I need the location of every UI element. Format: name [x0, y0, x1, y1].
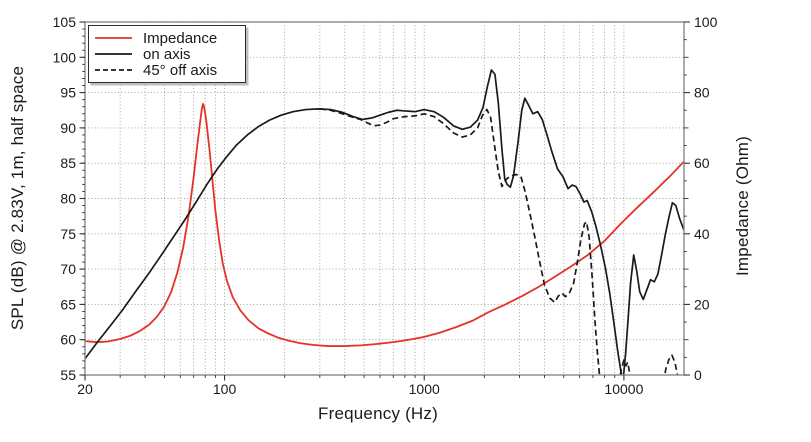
curves [85, 69, 684, 375]
off-axis-curve [319, 107, 679, 375]
impedance-curve [85, 103, 684, 347]
tick-labels: 20 100 1000 10000 55 60 65 70 75 80 85 90 95 100 105 0 2… [53, 14, 718, 397]
y-left-tick-label: 90 [60, 120, 76, 136]
x-axis-title: Frequency (Hz) [318, 404, 438, 423]
y-left-tick-label: 100 [53, 49, 77, 65]
y-right-tick-label: 40 [694, 226, 710, 242]
y-left-tick-label: 105 [53, 14, 77, 30]
legend-item-off-axis: 45° off axis [95, 62, 239, 78]
y-right-tick-label: 80 [694, 85, 710, 101]
y-left-tick-label: 75 [60, 226, 76, 242]
y-left-tick-label: 55 [60, 367, 76, 383]
legend-label-impedance: Impedance [143, 29, 218, 47]
y-left-tick-label: 85 [60, 155, 76, 171]
y-axis-left-title: SPL (dB) @ 2.83V, 1m, half space [8, 65, 27, 331]
x-tick-label: 1000 [409, 381, 440, 397]
legend-label-off-axis: 45° off axis [143, 61, 218, 79]
legend-item-impedance: Impedance [95, 30, 239, 46]
y-right-tick-label: 100 [694, 14, 718, 30]
on-axis-curve [85, 69, 684, 375]
x-tick-label: 100 [213, 381, 237, 397]
y-right-tick-label: 0 [694, 367, 702, 383]
impedance-line-sample [95, 37, 132, 39]
legend-item-on-axis: on axis [95, 46, 239, 62]
y-left-tick-label: 65 [60, 296, 76, 312]
y-right-tick-label: 60 [694, 155, 710, 171]
y-left-tick-label: 80 [60, 191, 76, 207]
legend: Impedance on axis 45° off axis [88, 25, 246, 83]
y-axis-right-title: Impedance (Ohm) [733, 136, 752, 276]
y-right-tick-label: 20 [694, 296, 710, 312]
y-left-tick-label: 95 [60, 85, 76, 101]
ticks [79, 21, 690, 381]
legend-label-on-axis: on axis [143, 45, 191, 63]
x-tick-label: 10000 [604, 381, 643, 397]
y-left-tick-label: 60 [60, 332, 76, 348]
on-axis-line-sample [95, 53, 132, 55]
y-left-tick-label: 70 [60, 261, 76, 277]
x-tick-label: 20 [77, 381, 93, 397]
off-axis-line-sample [95, 69, 132, 71]
